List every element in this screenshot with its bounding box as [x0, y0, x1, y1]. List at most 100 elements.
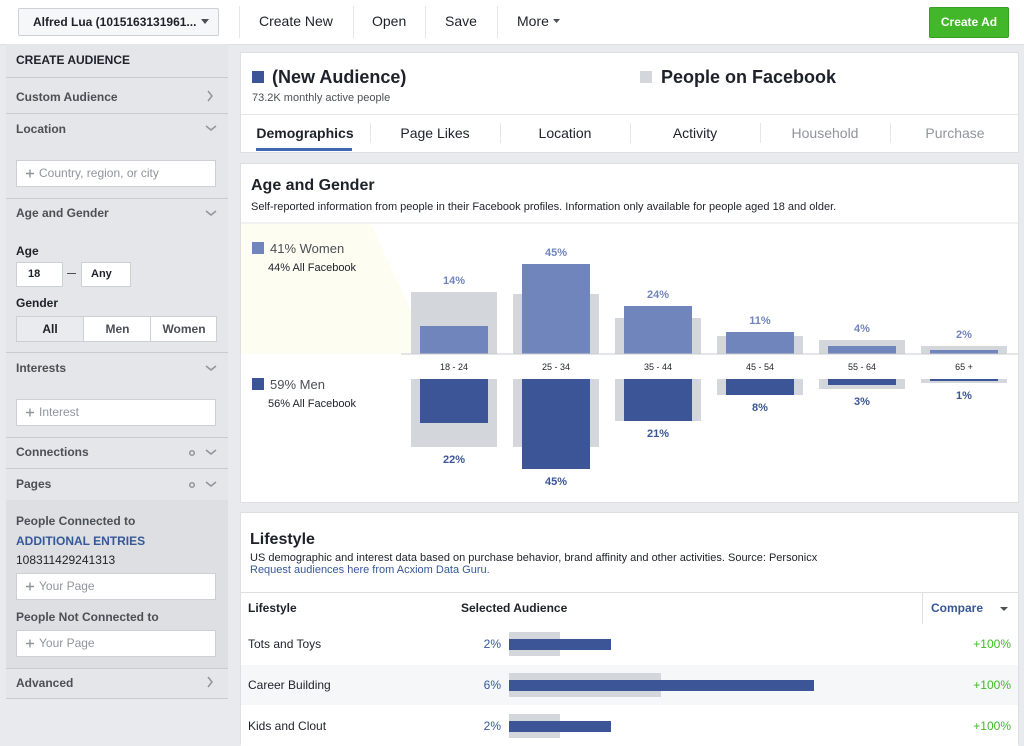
page-input[interactable]: Your Page — [16, 630, 216, 657]
divider — [241, 114, 1018, 115]
tab-bar: Demographics Page Likes Location Activity Ho… — [241, 115, 1018, 152]
chart-title: Age and Gender — [251, 177, 375, 194]
x-tick-label: 35 - 44 — [644, 362, 672, 372]
placeholder: Interest — [39, 405, 80, 419]
comparison-swatch — [640, 71, 652, 83]
select-value: Any — [91, 268, 112, 280]
chevrons — [188, 90, 217, 688]
column-header[interactable]: Compare — [931, 601, 984, 615]
table-row: Kids and Clout 2% +100% — [241, 706, 1018, 746]
bar — [828, 346, 896, 354]
value-label: 21% — [647, 428, 669, 440]
table-row: Career Building 6% +100% — [241, 665, 1018, 705]
background-tint — [241, 224, 431, 354]
x-tick-label: 45 - 54 — [746, 362, 774, 372]
section-title: Lifestyle — [250, 531, 315, 548]
create-ad-button[interactable]: Create Ad — [929, 7, 1009, 38]
gender-option[interactable]: All — [17, 317, 83, 341]
interest-input[interactable]: Interest — [16, 399, 216, 426]
section-heading[interactable]: Location — [16, 122, 66, 136]
value-label: 2% — [956, 329, 972, 341]
category-band — [401, 354, 1018, 379]
additional-entries-link[interactable]: ADDITIONAL ENTRIES — [16, 534, 146, 548]
tab[interactable]: Purchase — [925, 125, 985, 141]
placeholder: Your Page — [39, 636, 95, 650]
section-heading[interactable]: Age and Gender — [16, 206, 109, 220]
comparison-name: People on Facebook — [661, 67, 837, 87]
legend-sublabel: 44% All Facebook — [268, 262, 357, 274]
legend-swatch — [252, 378, 264, 390]
x-tick-label: 65 + — [955, 362, 973, 372]
bar — [509, 680, 814, 691]
divider — [6, 437, 228, 438]
range-dash — [67, 273, 76, 274]
section-heading[interactable]: Connections — [16, 445, 89, 459]
bar — [930, 379, 998, 381]
table-header: Lifestyle Selected Audience Compare — [241, 592, 1018, 625]
value-label: 45% — [545, 247, 567, 259]
gender-option[interactable]: Men — [83, 317, 151, 341]
legend-label: 59% Men — [270, 377, 325, 392]
acxiom-link[interactable]: Request audiences here from Acxiom Data … — [250, 564, 490, 576]
tab[interactable]: Household — [791, 125, 859, 141]
account-name: Alfred Lua (1015163131961... — [33, 15, 197, 29]
divider — [6, 668, 228, 669]
menu-button[interactable]: More — [517, 13, 549, 29]
age-max-select[interactable]: Any — [81, 262, 131, 287]
section-heading[interactable]: Pages — [16, 477, 52, 491]
chart-subtitle: Self-reported information from people in… — [251, 201, 836, 213]
gender-toggle: All Men Women — [16, 316, 217, 342]
age-min-select[interactable]: 18 — [16, 262, 63, 287]
row-label: Career Building — [248, 678, 331, 692]
age-gender-panel: Age and Gender Self-reported information… — [240, 163, 1019, 503]
bar — [420, 379, 488, 423]
tab-separator — [890, 123, 891, 143]
bar — [624, 306, 692, 354]
tab[interactable]: Demographics — [256, 125, 354, 141]
placeholder: Country, region, or city — [39, 166, 159, 180]
dropdown-icon — [553, 19, 560, 23]
menu-button[interactable]: Create New — [259, 13, 333, 29]
tab[interactable]: Page Likes — [400, 125, 470, 141]
field-label: Gender — [16, 296, 59, 310]
separator — [353, 6, 354, 38]
x-tick-label: 55 - 64 — [848, 362, 876, 372]
separator — [425, 6, 426, 38]
value-label: 22% — [443, 454, 465, 466]
bar — [930, 350, 998, 354]
legend-swatch — [252, 242, 264, 254]
page-input[interactable]: Your Page — [16, 573, 216, 600]
divider — [6, 77, 228, 78]
compare-value: +100% — [973, 678, 1011, 692]
page-id: 108311429241313 — [16, 553, 116, 567]
section-heading[interactable]: Advanced — [16, 676, 74, 690]
dropdown-icon — [1000, 607, 1008, 611]
account-select[interactable]: Alfred Lua (1015163131961... — [18, 8, 219, 36]
menu-button[interactable]: Save — [445, 13, 477, 29]
lifestyle-panel: Lifestyle US demographic and interest da… — [240, 512, 1019, 746]
table-row: Tots and Toys 2% +100% — [241, 624, 1018, 664]
divider — [6, 698, 228, 699]
compare-value: +100% — [973, 637, 1011, 651]
tab[interactable]: Location — [538, 125, 592, 141]
audience-name: (New Audience) — [272, 67, 407, 87]
separator — [239, 6, 240, 38]
tab-separator — [370, 123, 371, 143]
field-label: People Not Connected to — [16, 610, 159, 624]
column-separator — [922, 593, 923, 624]
section-heading[interactable]: Custom Audience — [16, 90, 118, 104]
divider — [6, 468, 228, 469]
location-input[interactable]: Country, region, or city — [16, 160, 216, 187]
menu-button[interactable]: Open — [372, 13, 407, 29]
gender-option[interactable]: Women — [150, 317, 217, 341]
tab[interactable]: Activity — [672, 125, 718, 141]
row-label: Kids and Clout — [248, 719, 327, 733]
bar — [509, 639, 611, 650]
legend-sublabel: 56% All Facebook — [268, 398, 357, 410]
row-label: Tots and Toys — [248, 637, 322, 651]
tab-underline — [256, 148, 352, 151]
x-tick-label: 18 - 24 — [440, 362, 468, 372]
value-label: 45% — [545, 476, 567, 488]
section-heading[interactable]: Interests — [16, 361, 67, 375]
bar — [624, 379, 692, 421]
